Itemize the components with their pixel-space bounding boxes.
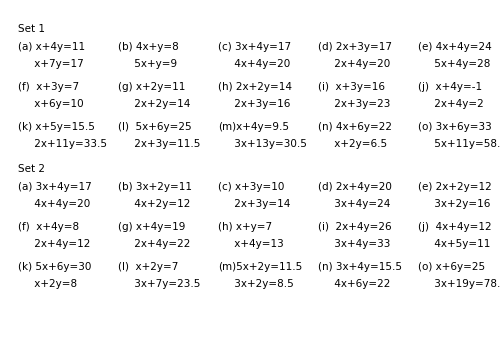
Text: (a) x+4y=11: (a) x+4y=11 bbox=[18, 42, 85, 52]
Text: 4x+2y=12: 4x+2y=12 bbox=[118, 199, 190, 209]
Text: 2x+3y=11.5: 2x+3y=11.5 bbox=[118, 139, 200, 149]
Text: 2x+4y=12: 2x+4y=12 bbox=[18, 239, 90, 249]
Text: x+6y=10: x+6y=10 bbox=[18, 99, 84, 109]
Text: (f)  x+3y=7: (f) x+3y=7 bbox=[18, 82, 79, 92]
Text: (k) x+5y=15.5: (k) x+5y=15.5 bbox=[18, 122, 95, 132]
Text: (h) x+y=7: (h) x+y=7 bbox=[218, 222, 272, 232]
Text: x+2y=8: x+2y=8 bbox=[18, 279, 77, 289]
Text: 2x+4y=20: 2x+4y=20 bbox=[318, 59, 390, 69]
Text: 4x+4y=20: 4x+4y=20 bbox=[18, 199, 90, 209]
Text: (c) 3x+4y=17: (c) 3x+4y=17 bbox=[218, 42, 291, 52]
Text: x+7y=17: x+7y=17 bbox=[18, 59, 84, 69]
Text: (d) 2x+3y=17: (d) 2x+3y=17 bbox=[318, 42, 392, 52]
Text: (i)  2x+4y=26: (i) 2x+4y=26 bbox=[318, 222, 392, 232]
Text: 2x+11y=33.5: 2x+11y=33.5 bbox=[18, 139, 107, 149]
Text: (j)  x+4y=-1: (j) x+4y=-1 bbox=[418, 82, 482, 92]
Text: 3x+4y=33: 3x+4y=33 bbox=[318, 239, 390, 249]
Text: (d) 2x+4y=20: (d) 2x+4y=20 bbox=[318, 182, 392, 192]
Text: 3x+2y=8.5: 3x+2y=8.5 bbox=[218, 279, 294, 289]
Text: 4x+5y=11: 4x+5y=11 bbox=[418, 239, 490, 249]
Text: (n) 3x+4y=15.5: (n) 3x+4y=15.5 bbox=[318, 262, 402, 272]
Text: (i)  x+3y=16: (i) x+3y=16 bbox=[318, 82, 385, 92]
Text: 3x+19y=78.5: 3x+19y=78.5 bbox=[418, 279, 500, 289]
Text: (l)  x+2y=7: (l) x+2y=7 bbox=[118, 262, 178, 272]
Text: 3x+4y=24: 3x+4y=24 bbox=[318, 199, 390, 209]
Text: (o) x+6y=25: (o) x+6y=25 bbox=[418, 262, 485, 272]
Text: Set 2: Set 2 bbox=[18, 164, 45, 174]
Text: 2x+4y=2: 2x+4y=2 bbox=[418, 99, 484, 109]
Text: 5x+y=9: 5x+y=9 bbox=[118, 59, 177, 69]
Text: (c) x+3y=10: (c) x+3y=10 bbox=[218, 182, 284, 192]
Text: (j)  4x+4y=12: (j) 4x+4y=12 bbox=[418, 222, 492, 232]
Text: 2x+4y=22: 2x+4y=22 bbox=[118, 239, 190, 249]
Text: 2x+2y=14: 2x+2y=14 bbox=[118, 99, 190, 109]
Text: 3x+7y=23.5: 3x+7y=23.5 bbox=[118, 279, 200, 289]
Text: 2x+3y=16: 2x+3y=16 bbox=[218, 99, 290, 109]
Text: (m)5x+2y=11.5: (m)5x+2y=11.5 bbox=[218, 262, 302, 272]
Text: x+4y=13: x+4y=13 bbox=[218, 239, 284, 249]
Text: 3x+13y=30.5: 3x+13y=30.5 bbox=[218, 139, 307, 149]
Text: 2x+3y=14: 2x+3y=14 bbox=[218, 199, 290, 209]
Text: (e) 2x+2y=12: (e) 2x+2y=12 bbox=[418, 182, 492, 192]
Text: (h) 2x+2y=14: (h) 2x+2y=14 bbox=[218, 82, 292, 92]
Text: (b) 3x+2y=11: (b) 3x+2y=11 bbox=[118, 182, 192, 192]
Text: (a) 3x+4y=17: (a) 3x+4y=17 bbox=[18, 182, 92, 192]
Text: (m)x+4y=9.5: (m)x+4y=9.5 bbox=[218, 122, 289, 132]
Text: 4x+4y=20: 4x+4y=20 bbox=[218, 59, 290, 69]
Text: (l)  5x+6y=25: (l) 5x+6y=25 bbox=[118, 122, 192, 132]
Text: (b) 4x+y=8: (b) 4x+y=8 bbox=[118, 42, 179, 52]
Text: 4x+6y=22: 4x+6y=22 bbox=[318, 279, 390, 289]
Text: (e) 4x+4y=24: (e) 4x+4y=24 bbox=[418, 42, 492, 52]
Text: (f)  x+4y=8: (f) x+4y=8 bbox=[18, 222, 79, 232]
Text: (k) 5x+6y=30: (k) 5x+6y=30 bbox=[18, 262, 92, 272]
Text: (g) x+4y=19: (g) x+4y=19 bbox=[118, 222, 186, 232]
Text: 2x+3y=23: 2x+3y=23 bbox=[318, 99, 390, 109]
Text: (g) x+2y=11: (g) x+2y=11 bbox=[118, 82, 186, 92]
Text: 3x+2y=16: 3x+2y=16 bbox=[418, 199, 490, 209]
Text: x+2y=6.5: x+2y=6.5 bbox=[318, 139, 387, 149]
Text: 5x+11y=58.5: 5x+11y=58.5 bbox=[418, 139, 500, 149]
Text: (o) 3x+6y=33: (o) 3x+6y=33 bbox=[418, 122, 492, 132]
Text: 5x+4y=28: 5x+4y=28 bbox=[418, 59, 490, 69]
Text: (n) 4x+6y=22: (n) 4x+6y=22 bbox=[318, 122, 392, 132]
Text: Set 1: Set 1 bbox=[18, 24, 45, 34]
